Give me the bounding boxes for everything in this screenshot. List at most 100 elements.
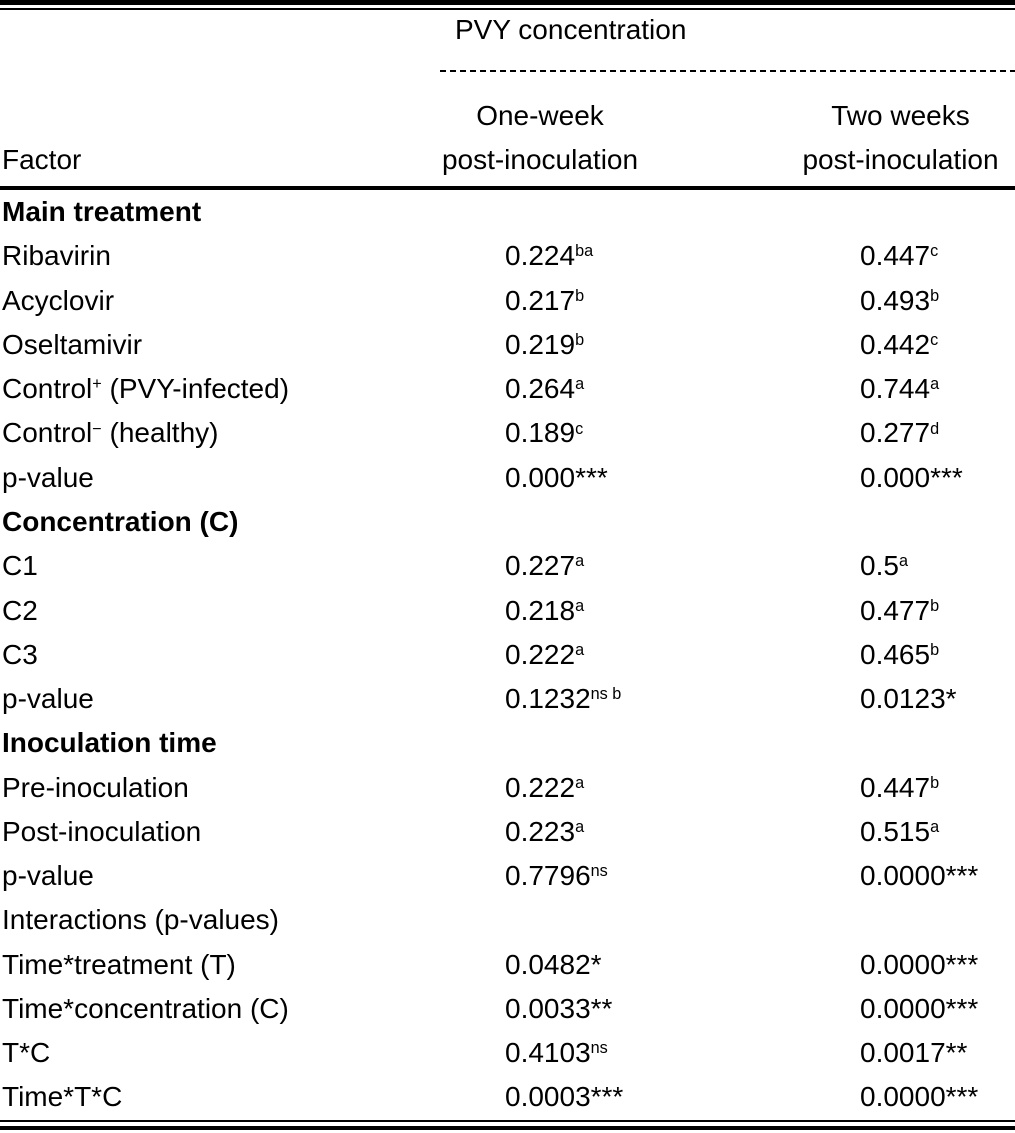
two-weeks-value-superscript: a: [930, 817, 940, 836]
table-row: Oseltamivir 0.219b 0.442c: [0, 323, 1015, 367]
one-week-value: 0.189: [505, 417, 576, 449]
two-weeks-value: 0.744: [860, 373, 931, 405]
two-weeks-value-superscript: b: [930, 773, 940, 792]
one-week-value: 0.4103: [505, 1037, 591, 1069]
factor-cell: C3: [0, 639, 440, 671]
two-weeks-value-superscript: d: [930, 419, 940, 438]
factor-text-suffix: (PVY-infected): [101, 373, 290, 405]
factor-cell: Post-inoculation: [0, 816, 440, 848]
two-weeks-value-superscript: a: [898, 552, 908, 571]
one-week-value: 0.222: [505, 638, 576, 670]
one-week-value-superscript: a: [575, 640, 585, 659]
one-week-value-superscript: ns: [590, 1039, 608, 1058]
one-week-value-superscript: ns b: [590, 685, 622, 704]
factor-cell: C2: [0, 595, 440, 627]
two-weeks-value: 0.447: [860, 240, 931, 272]
one-week-value-superscript: a: [575, 552, 585, 571]
table-row: p-value 0.1232ns b 0.0123*: [0, 677, 1015, 721]
one-week-value-cell: 0.218a: [440, 595, 690, 627]
one-week-value: 0.0033**: [505, 992, 613, 1024]
table-row: Control+ (PVY-infected) 0.264a 0.744a: [0, 367, 1015, 411]
table-row: T*C 0.4103ns 0.0017**: [0, 1031, 1015, 1075]
one-week-header-line1: One-week: [476, 100, 604, 131]
header-rule: [0, 186, 1015, 190]
two-weeks-value-cell: 0.447b: [690, 772, 1015, 804]
two-weeks-value-superscript: c: [930, 242, 939, 261]
two-weeks-value: 0.493: [860, 284, 931, 316]
factor-text: C1: [2, 550, 38, 582]
one-week-value: 0.222: [505, 771, 576, 803]
one-week-value-cell: 0.227a: [440, 550, 690, 582]
factor-text: T*C: [2, 1037, 51, 1069]
table-row: Control− (healthy) 0.189c 0.277d: [0, 411, 1015, 455]
factor-cell: Acyclovir: [0, 285, 440, 317]
factor-cell: Inoculation time: [0, 727, 440, 759]
factor-text: Ribavirin: [2, 240, 111, 272]
one-week-value: 0.7796: [505, 860, 591, 892]
factor-text: p-value: [2, 683, 94, 715]
two-weeks-value-cell: 0.442c: [690, 329, 1015, 361]
two-weeks-value-superscript: b: [930, 596, 940, 615]
table-row: C2 0.218a 0.477b: [0, 588, 1015, 632]
one-week-value-superscript: a: [575, 375, 585, 394]
two-weeks-value-cell: 0.0000***: [690, 993, 1015, 1025]
factor-cell: Control− (healthy): [0, 417, 440, 449]
table-row: p-value 0.7796ns 0.0000***: [0, 854, 1015, 898]
one-week-header-line2: post-inoculation: [441, 144, 639, 175]
one-week-value: 0.218: [505, 594, 576, 626]
factor-text: Concentration (C): [2, 505, 239, 537]
table-row: Ribavirin 0.224ba 0.447c: [0, 234, 1015, 278]
two-weeks-value-superscript: a: [930, 375, 940, 394]
factor-superscript: −: [92, 419, 102, 438]
one-week-value: 0.264: [505, 373, 576, 405]
one-week-value: 0.219: [505, 328, 576, 360]
factor-text: C3: [2, 638, 38, 670]
table-row: C3 0.222a 0.465b: [0, 633, 1015, 677]
one-week-value-superscript: a: [575, 817, 585, 836]
one-week-value-cell: 0.222a: [440, 772, 690, 804]
two-weeks-value-cell: 0.5a: [690, 550, 1015, 582]
one-week-value-cell: 0.222a: [440, 639, 690, 671]
one-week-value-superscript: a: [575, 773, 585, 792]
two-weeks-value: 0.477: [860, 594, 931, 626]
two-weeks-value-cell: 0.000***: [690, 462, 1015, 494]
factor-cell: Time*treatment (T): [0, 949, 440, 981]
one-week-value: 0.223: [505, 815, 576, 847]
one-week-value-cell: 0.224ba: [440, 240, 690, 272]
table-row: Interactions (p-values): [0, 898, 1015, 942]
factor-cell: p-value: [0, 683, 440, 715]
factor-cell: Concentration (C): [0, 506, 440, 538]
top-rule-thin: [0, 8, 1015, 10]
two-weeks-value-cell: 0.0000***: [690, 860, 1015, 892]
two-weeks-value: 0.515: [860, 815, 931, 847]
factor-cell: C1: [0, 550, 440, 582]
one-week-value-cell: 0.4103ns: [440, 1037, 690, 1069]
two-weeks-value: 0.0000***: [860, 1081, 979, 1113]
two-weeks-value: 0.000***: [860, 461, 963, 493]
table-row: Pre-inoculation 0.222a 0.447b: [0, 765, 1015, 809]
factor-cell: Pre-inoculation: [0, 772, 440, 804]
one-week-value-superscript: a: [575, 596, 585, 615]
two-weeks-value-cell: 0.515a: [690, 816, 1015, 848]
factor-text: Control: [2, 373, 93, 405]
factor-cell: Time*concentration (C): [0, 993, 440, 1025]
factor-column-header: Factor: [2, 144, 82, 175]
two-weeks-value: 0.0123*: [860, 683, 957, 715]
one-week-value-cell: 0.7796ns: [440, 860, 690, 892]
one-week-value-cell: 0.217b: [440, 285, 690, 317]
spanner-dashed-rule: [440, 70, 1015, 72]
factor-text: Interactions (p-values): [2, 904, 280, 936]
two-weeks-value: 0.0000***: [860, 992, 979, 1024]
two-weeks-value: 0.277: [860, 417, 931, 449]
two-weeks-value: 0.0017**: [860, 1037, 968, 1069]
factor-cell: Control+ (PVY-infected): [0, 373, 440, 405]
table-header: PVY concentration Factor One-week post-i…: [0, 10, 1015, 186]
two-weeks-value: 0.0000***: [860, 860, 979, 892]
factor-text: Time*concentration (C): [2, 992, 289, 1024]
factor-text: Inoculation time: [2, 727, 217, 759]
factor-cell: p-value: [0, 860, 440, 892]
one-week-value-cell: 0.0033**: [440, 993, 690, 1025]
factor-cell: Ribavirin: [0, 240, 440, 272]
two-weeks-value-cell: 0.0000***: [690, 949, 1015, 981]
